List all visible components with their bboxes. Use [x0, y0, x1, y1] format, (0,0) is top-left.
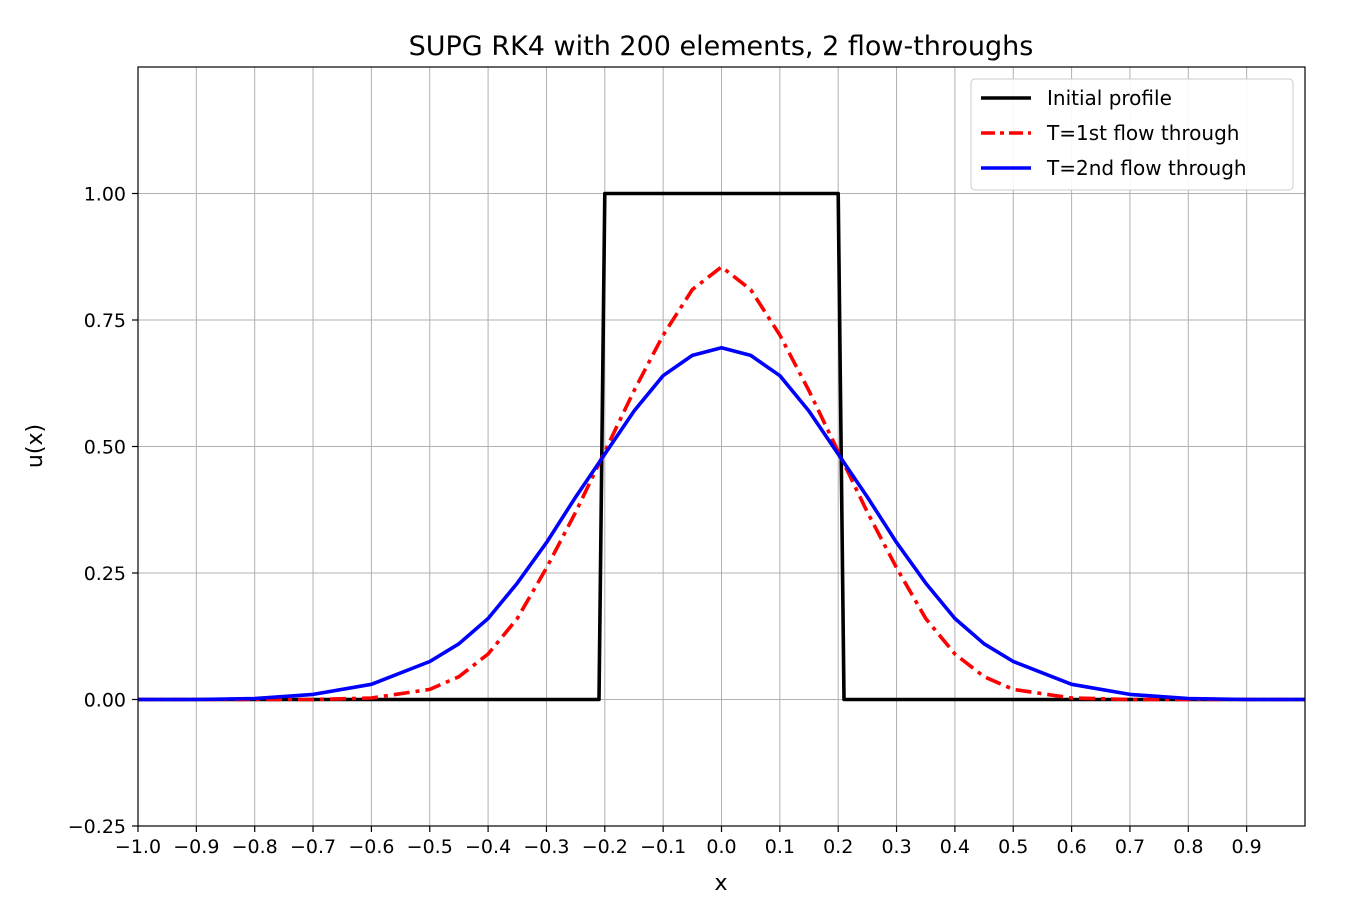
x-tick-label: 0.6	[1056, 836, 1086, 858]
x-tick-label: −0.3	[523, 836, 569, 858]
x-tick-label: 0.0	[706, 836, 736, 858]
x-tick-label: 0.8	[1173, 836, 1203, 858]
y-tick-label: 0.00	[84, 690, 126, 712]
x-tick-label: 0.7	[1115, 836, 1145, 858]
x-tick-label: 0.5	[998, 836, 1028, 858]
y-tick-label: 0.25	[84, 563, 126, 585]
x-tick-label: −0.8	[232, 836, 278, 858]
series-line-3	[138, 345, 1305, 702]
series-line-1	[138, 191, 1305, 702]
x-tick-label: −0.7	[290, 836, 336, 858]
x-tick-label: 0.3	[881, 836, 911, 858]
y-tick-label: −0.25	[68, 816, 126, 838]
x-tick-label: −0.4	[465, 836, 511, 858]
x-tick-label: 0.1	[765, 836, 795, 858]
y-axis-ticks: −0.25 0.00 0.25 0.50 0.75 1.00	[68, 184, 138, 838]
legend-label: Initial profile	[1047, 86, 1172, 110]
x-tick-label: 0.4	[940, 836, 970, 858]
y-tick-label: 0.50	[84, 437, 126, 459]
legend: Initial profile T=1st flow through T=2nd f…	[970, 78, 1294, 191]
legend-label: T=2nd flow through	[1046, 156, 1247, 180]
x-tick-label: −0.2	[582, 836, 628, 858]
x-axis-ticks: −1.0 −0.9 −0.8 −0.7 −0.6 −0.5 −0.4 −0.3 −0.2 −0.1…	[115, 826, 1262, 858]
x-tick-label: −0.5	[407, 836, 453, 858]
y-axis-label: u(x)	[23, 424, 48, 468]
x-tick-label: 0.9	[1232, 836, 1262, 858]
y-tick-label: 0.75	[84, 310, 126, 332]
legend-label: T=1st flow through	[1046, 121, 1239, 145]
x-tick-label: −1.0	[115, 836, 161, 858]
series-line-2	[138, 265, 1305, 702]
y-tick-label: 1.00	[84, 184, 126, 206]
x-tick-label: −0.9	[173, 836, 219, 858]
x-tick-label: −0.6	[348, 836, 394, 858]
legend-box	[970, 78, 1294, 191]
x-tick-label: −0.1	[640, 836, 686, 858]
x-axis-label: x	[714, 871, 727, 896]
chart-title: SUPG RK4 with 200 elements, 2 flow-throu…	[409, 31, 1034, 62]
series-group	[138, 191, 1305, 702]
x-tick-label: 0.2	[823, 836, 853, 858]
